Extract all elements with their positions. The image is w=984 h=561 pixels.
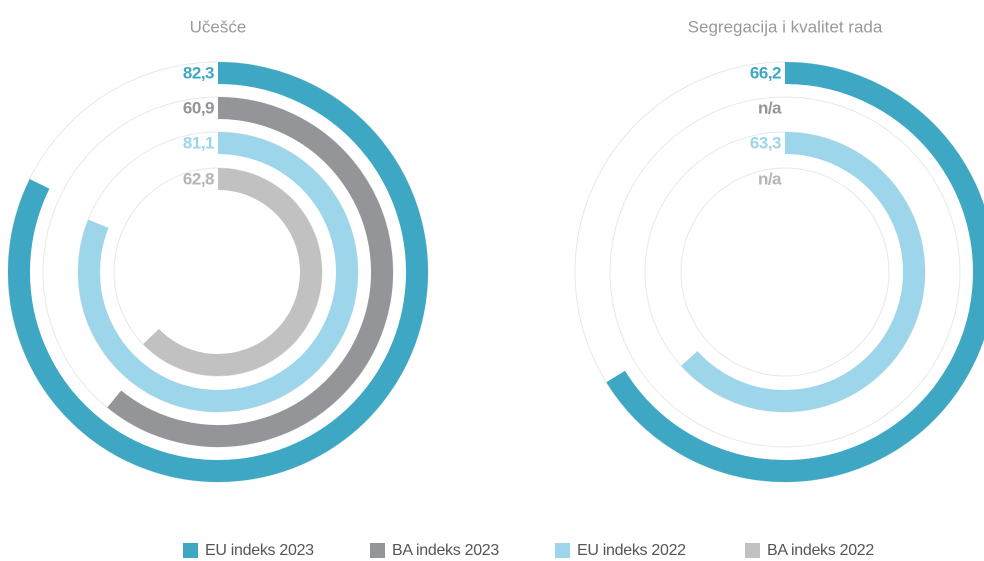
value-label: 82,3 bbox=[183, 63, 214, 82]
legend-swatch bbox=[370, 543, 385, 558]
ring-track bbox=[680, 167, 890, 377]
ring-track bbox=[609, 96, 961, 448]
value-label: 60,9 bbox=[183, 98, 214, 117]
radial-bar bbox=[143, 168, 322, 376]
value-label: n/a bbox=[758, 169, 782, 188]
value-label: 66,2 bbox=[750, 63, 781, 82]
legend-swatch bbox=[183, 543, 198, 558]
legend-swatch bbox=[555, 543, 570, 558]
radial-bar bbox=[107, 97, 393, 447]
chart-title: Učešće bbox=[190, 17, 247, 36]
radial-bar bbox=[8, 62, 428, 482]
legend-swatch bbox=[745, 543, 760, 558]
value-label: n/a bbox=[758, 98, 782, 117]
chart-title: Segregacija i kvalitet rada bbox=[688, 17, 883, 36]
radial-bar bbox=[78, 132, 358, 412]
legend-label: EU indeks 2023 bbox=[205, 542, 314, 559]
value-label: 62,8 bbox=[183, 169, 214, 188]
radial-bar bbox=[606, 62, 984, 482]
legend-label: BA indeks 2022 bbox=[767, 542, 874, 559]
value-label: 81,1 bbox=[183, 133, 214, 152]
legend-label: BA indeks 2023 bbox=[392, 542, 499, 559]
radial-bar bbox=[681, 132, 925, 412]
value-label: 63,3 bbox=[750, 133, 781, 152]
legend-label: EU indeks 2022 bbox=[577, 542, 686, 559]
